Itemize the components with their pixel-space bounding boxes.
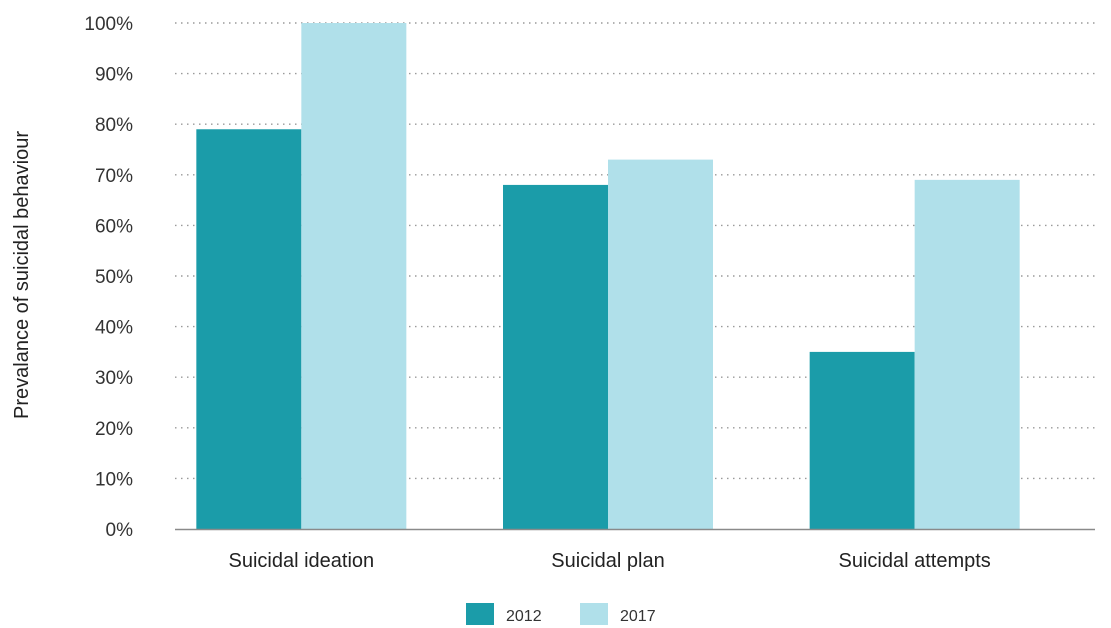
y-tick-label: 90% — [95, 65, 133, 86]
y-axis-ticks: 0% 10% 20% 30% 40% 50% 60% 70% 80% 90% 100% — [84, 14, 133, 541]
y-tick-label: 20% — [95, 419, 133, 440]
y-tick-label: 10% — [95, 469, 133, 490]
legend-label: 2012 — [506, 608, 542, 625]
legend-swatch-2012 — [466, 603, 494, 625]
bar-2017-0 — [301, 23, 407, 529]
y-tick-label: 70% — [95, 166, 133, 187]
bar-2012-1 — [503, 184, 608, 530]
bar-2012-2 — [809, 351, 915, 529]
y-tick-label: 30% — [95, 368, 133, 389]
bar-2012-0 — [196, 129, 302, 529]
y-tick-label: 50% — [95, 267, 133, 288]
bar-2017-2 — [914, 179, 1020, 530]
x-tick-label: Suicidal ideation — [229, 550, 375, 572]
x-tick-label: Suicidal attempts — [839, 550, 991, 572]
bars — [196, 23, 1020, 530]
legend: 2012 2017 — [466, 603, 656, 625]
y-axis-title: Prevalance of suicidal behaviour — [11, 131, 33, 419]
x-axis-labels: Suicidal ideation Suicidal plan Suicidal a… — [229, 550, 991, 572]
y-tick-label: 100% — [84, 14, 133, 35]
y-tick-label: 80% — [95, 115, 133, 136]
legend-label: 2017 — [620, 608, 656, 625]
legend-swatch-2017 — [580, 603, 608, 625]
y-tick-label: 40% — [95, 318, 133, 339]
bar-2017-1 — [608, 159, 713, 529]
y-tick-label: 0% — [106, 520, 134, 541]
y-tick-label: 60% — [95, 216, 133, 237]
x-tick-label: Suicidal plan — [551, 550, 664, 572]
